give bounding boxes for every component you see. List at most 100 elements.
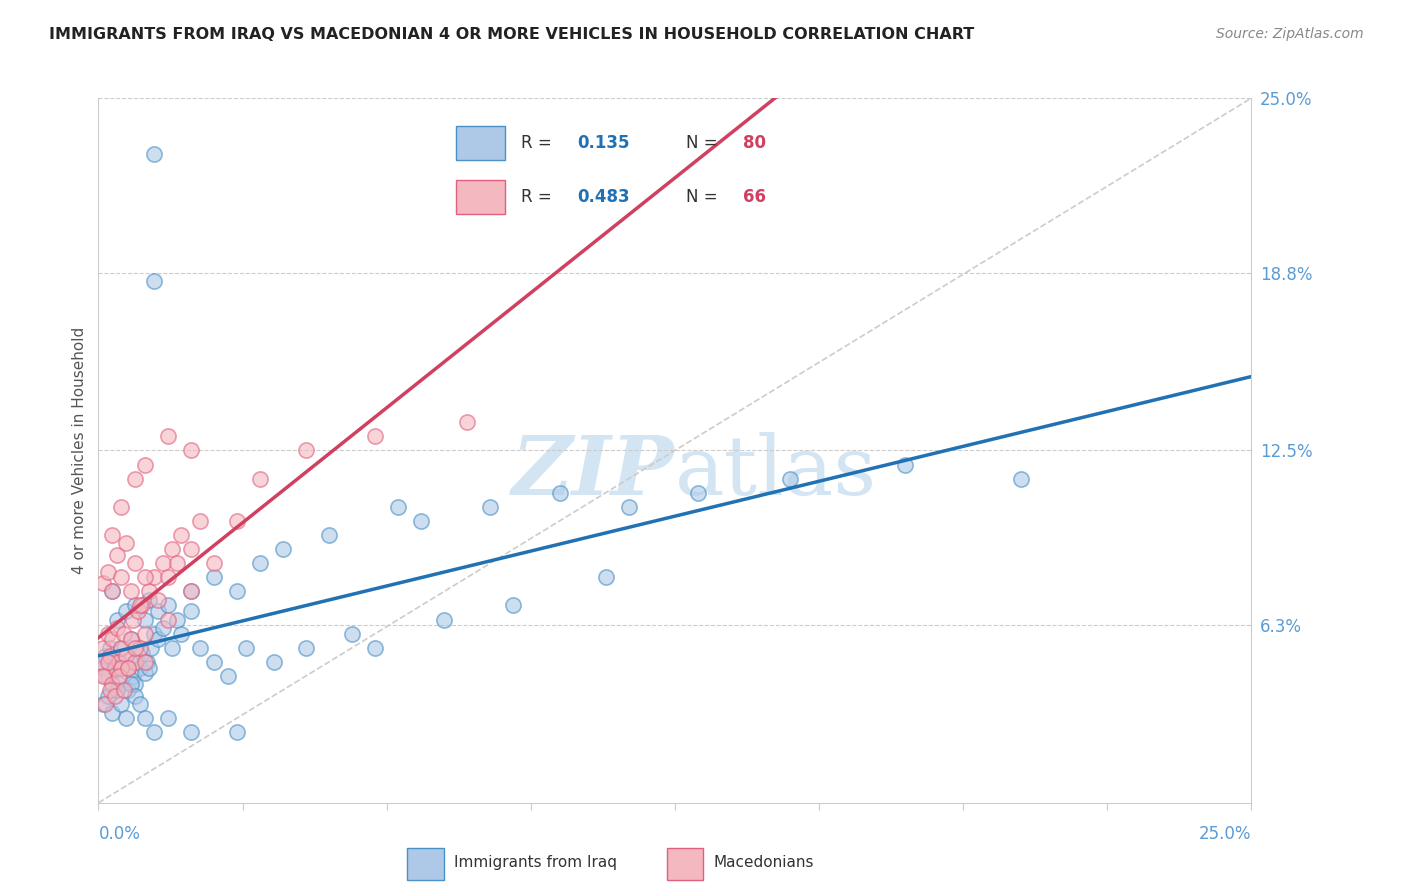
Point (156, 599, 179, 613)
Point (124, 556, 146, 570)
Text: 0.0%: 0.0% (98, 825, 141, 843)
Point (101, 584, 124, 599)
Point (364, 429, 387, 443)
Point (120, 632, 142, 647)
Point (249, 556, 271, 570)
Point (105, 655, 128, 669)
Point (142, 626, 165, 640)
Point (127, 655, 149, 669)
Point (108, 677, 131, 691)
Point (105, 621, 128, 635)
Point (97, 655, 120, 669)
Point (101, 632, 124, 647)
Point (115, 649, 138, 664)
Point (779, 472, 801, 486)
Point (97, 689, 120, 703)
Point (122, 613, 145, 627)
Point (502, 599, 524, 613)
Point (156, 570, 179, 584)
Point (686, 485, 709, 500)
Text: atlas: atlas (675, 432, 877, 512)
Point (160, 542, 183, 557)
Point (141, 640, 163, 655)
Point (94, 697, 117, 711)
Point (180, 584, 202, 599)
Point (124, 655, 146, 669)
Point (124, 599, 146, 613)
Point (91, 697, 114, 711)
Point (91, 669, 114, 683)
Point (225, 725, 247, 739)
Point (112, 683, 135, 698)
Point (122, 669, 145, 683)
Point (180, 604, 202, 618)
Point (138, 592, 160, 607)
Point (91, 660, 114, 674)
Point (101, 677, 124, 691)
Point (188, 514, 211, 528)
Point (105, 548, 128, 562)
Point (117, 660, 139, 674)
Point (479, 500, 502, 514)
Point (110, 640, 132, 655)
Point (134, 458, 156, 472)
Text: ZIP: ZIP (512, 432, 675, 512)
Point (124, 689, 146, 703)
Point (364, 640, 387, 655)
Point (110, 500, 132, 514)
Point (156, 711, 179, 725)
Point (110, 570, 132, 584)
Point (129, 640, 152, 655)
Point (134, 570, 156, 584)
Point (101, 683, 124, 698)
Point (180, 443, 202, 458)
Point (295, 443, 318, 458)
Point (166, 556, 188, 570)
Point (97, 669, 120, 683)
Point (127, 604, 149, 618)
Point (340, 626, 363, 640)
Point (90, 655, 112, 669)
Point (271, 542, 294, 557)
Point (120, 584, 142, 599)
Point (180, 725, 202, 739)
Point (131, 647, 153, 661)
Point (138, 584, 160, 599)
Point (91, 640, 114, 655)
Point (105, 613, 128, 627)
Point (595, 570, 617, 584)
Point (115, 649, 138, 664)
Point (142, 147, 165, 161)
Point (166, 613, 188, 627)
Point (188, 640, 211, 655)
Point (129, 599, 152, 613)
Point (90, 655, 112, 669)
Point (94, 669, 117, 683)
Point (148, 604, 170, 618)
Point (142, 725, 165, 739)
Point (318, 528, 340, 542)
Point (134, 711, 156, 725)
Point (98, 649, 121, 664)
Point (134, 666, 156, 681)
Point (249, 472, 271, 486)
Point (97, 565, 120, 579)
Point (115, 536, 138, 550)
Point (108, 655, 131, 669)
Point (235, 640, 257, 655)
Point (263, 655, 285, 669)
Point (387, 500, 409, 514)
Text: IMMIGRANTS FROM IRAQ VS MACEDONIAN 4 OR MORE VEHICLES IN HOUSEHOLD CORRELATION C: IMMIGRANTS FROM IRAQ VS MACEDONIAN 4 OR … (49, 27, 974, 42)
Point (617, 500, 640, 514)
Point (225, 514, 247, 528)
Point (217, 669, 239, 683)
Point (103, 660, 125, 674)
Point (98, 640, 121, 655)
Point (134, 655, 156, 669)
Point (117, 683, 139, 698)
Point (134, 613, 156, 627)
Point (135, 655, 157, 669)
Point (433, 613, 456, 627)
Point (160, 640, 183, 655)
Point (548, 485, 571, 500)
